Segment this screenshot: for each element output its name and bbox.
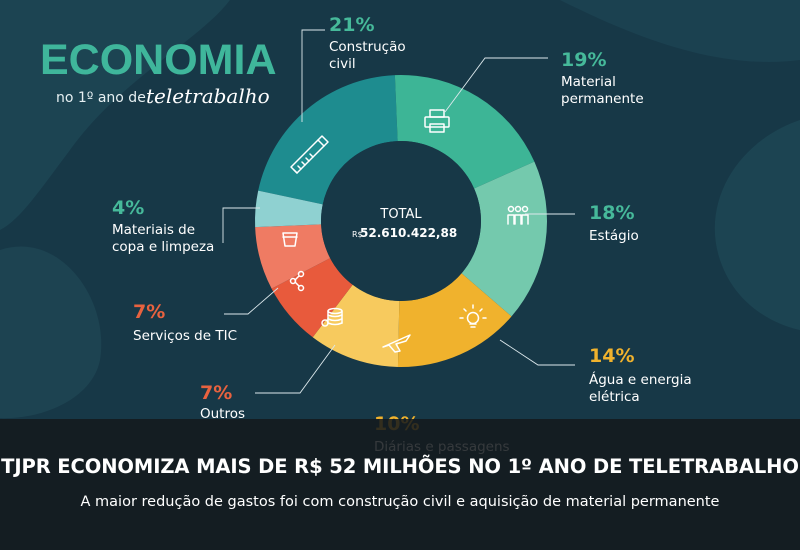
leader-materiais-copa (222, 207, 260, 243)
label-agua-energia: Água e energia elétrica (589, 371, 692, 405)
donut-hole (321, 141, 481, 301)
lightbulb-icon (459, 304, 487, 328)
slice-agua-energia (397, 273, 512, 367)
background-shapes (0, 0, 800, 419)
infographic-subtitle: no 1º ano de (56, 90, 146, 106)
pct-materiais-copa: 4% (112, 197, 144, 219)
pct-agua-energia: 14% (589, 345, 634, 367)
coins-icon (321, 307, 343, 327)
total-currency: R$ (352, 230, 363, 239)
slice-outros (271, 258, 353, 338)
total-value: 52.610.422,88 (360, 226, 457, 240)
label-outros: Outros (200, 406, 245, 422)
slice-material-permanente (394, 75, 535, 189)
infographic-subtitle-script: teletrabalho (146, 84, 270, 108)
slice-construcao-civil (258, 75, 398, 205)
cup-icon (282, 232, 298, 247)
label-materiais-copa: Materiais de copa e limpeza (112, 222, 214, 255)
label-material-permanente: Material permanente (561, 74, 644, 107)
label-estagio: Estágio (589, 228, 639, 244)
pct-material-permanente: 19% (561, 49, 606, 71)
slice-servicos-tic (255, 224, 331, 289)
label-servicos-tic: Serviços de TIC (133, 328, 237, 344)
total-label: TOTAL (379, 207, 422, 222)
airplane-icon (382, 334, 411, 353)
share-icon (289, 270, 305, 292)
pct-construcao-civil: 21% (329, 14, 374, 36)
pct-outros: 7% (200, 382, 232, 404)
printer-icon (424, 109, 450, 133)
leader-material-permanente (444, 57, 548, 113)
leader-agua-energia (499, 339, 575, 366)
slice-estagio (461, 161, 547, 317)
leader-outros (255, 344, 336, 394)
subheadline: A maior redução de gastos foi com constr… (80, 494, 720, 510)
saw-icon (290, 135, 329, 174)
pct-estagio: 18% (589, 202, 634, 224)
pct-servicos-tic: 7% (133, 301, 165, 323)
people-icon (507, 205, 529, 225)
headline: TJPR ECONOMIZA MAIS DE R$ 52 MILHÕES NO … (1, 455, 799, 478)
slice-materiais-copa (255, 190, 323, 228)
infographic-title: ECONOMIA (40, 36, 277, 84)
leader-construcao-civil (301, 29, 325, 122)
caption-band (0, 419, 800, 550)
leader-servicos-tic (224, 287, 279, 315)
label-construcao-civil: Construção civil (329, 39, 406, 72)
